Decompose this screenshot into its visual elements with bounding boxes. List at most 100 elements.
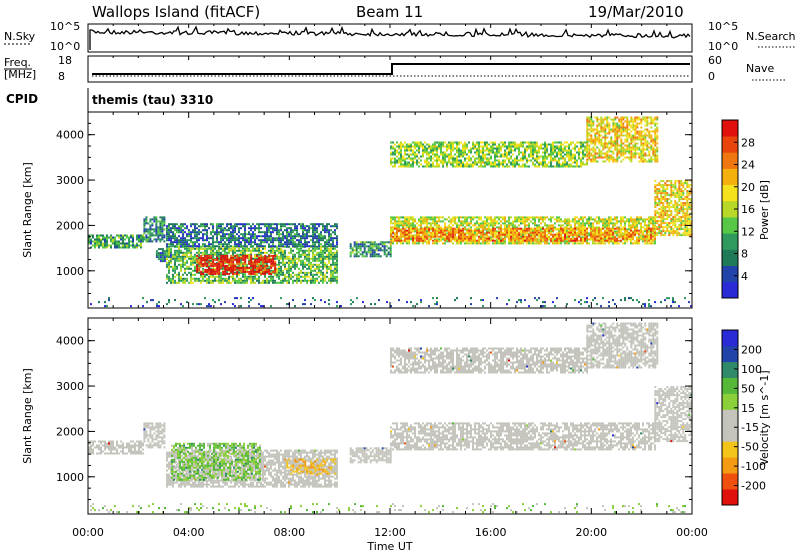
velocity-ytick-3: 1000 (56, 471, 84, 484)
power-cb-tick-1: 24 (741, 159, 755, 172)
power-cb-swatch-3 (722, 233, 738, 250)
power-colorbar-label: Power [dB] (758, 180, 771, 240)
power-cb-tick-4: 12 (741, 225, 755, 238)
velocity-colorbar: 200 100 50 15 -15 -50 -100 -200 (721, 329, 766, 506)
velocity-cb-swatch-4 (722, 425, 738, 442)
power-region-12 (90, 297, 692, 308)
freq-panel: Freq. [MHz] 18 8 60 0 Nave (4, 54, 786, 83)
power-cb-swatch-1 (722, 265, 738, 283)
power-cb-swatch-0 (722, 281, 738, 299)
cpid-label: CPID (6, 92, 38, 106)
power-cb-tick-6: 4 (741, 270, 748, 283)
nsearch-label: N.Search (746, 30, 796, 43)
power-cb-swatch-7 (722, 168, 738, 185)
velocity-cb-tick-5: -50 (741, 441, 759, 454)
power-region-1 (143, 216, 166, 243)
velocity-cb-tick-4: -15 (741, 421, 759, 434)
power-region-4 (196, 254, 277, 275)
velocity-cb-swatch-5 (722, 409, 738, 426)
power-ylabel: Slant Range [km] (21, 162, 34, 258)
power-region-10 (390, 141, 588, 168)
freq-tick-low: 8 (58, 70, 65, 83)
power-cb-tick-0: 28 (741, 136, 755, 149)
velocity-cb-tick-6: -100 (741, 460, 766, 473)
freq-tick-high: 18 (58, 54, 72, 67)
velocity-cb-tick-0: 200 (741, 343, 762, 356)
velocity-ylabel: Slant Range [km] (21, 368, 34, 464)
velocity-region-0 (88, 440, 144, 455)
velocity-ytick-1: 3000 (56, 380, 84, 393)
cpid-value: themis (tau) 3310 (92, 93, 213, 107)
xtick-4: 16:00 (475, 526, 507, 539)
velocity-region-8 (390, 347, 588, 374)
date-label: 19/Mar/2010 (588, 3, 684, 21)
power-region-9 (654, 180, 693, 237)
nsky-panel: N.Sky 10^5 10^0 10^5 10^0 N.Search (4, 20, 796, 53)
nsky-trace (89, 25, 691, 50)
velocity-region-7 (654, 386, 693, 443)
power-yticks: 4000 3000 2000 1000 (56, 122, 692, 294)
velocity-cb-swatch-6 (722, 393, 738, 410)
velocity-cb-tick-2: 50 (741, 382, 755, 395)
freq-unit: [MHz] (4, 68, 36, 81)
velocity-cb-swatch-7 (722, 377, 738, 394)
power-cb-tick-3: 16 (741, 203, 755, 216)
power-cb-swatch-8 (722, 152, 738, 169)
power-region-6 (349, 241, 392, 258)
power-region-0 (88, 234, 144, 249)
power-ytick-1: 3000 (56, 174, 84, 187)
velocity-cb-swatch-8 (722, 361, 738, 378)
xtick-5: 20:00 (575, 526, 607, 539)
power-region-8 (390, 227, 656, 242)
power-cb-swatch-9 (722, 136, 738, 153)
xtick-6: 00:00 (676, 526, 708, 539)
freq-label: Freq. (4, 56, 31, 69)
velocity-colorbar-label: Velocity [m s^-1] (758, 370, 771, 465)
xtick-3: 12:00 (374, 526, 406, 539)
xtick-1: 04:00 (173, 526, 205, 539)
velocity-ytick-0: 4000 (56, 335, 84, 348)
velocity-cb-tick-3: 15 (741, 402, 755, 415)
xtick-0: 00:00 (72, 526, 104, 539)
power-cb-swatch-4 (722, 217, 738, 234)
nsky-label: N.Sky (4, 30, 36, 43)
station-title: Wallops Island (fitACF) (92, 3, 260, 21)
velocity-marks (88, 322, 693, 514)
velocity-region-3 (171, 442, 261, 481)
time-xlabel: Time UT (366, 540, 412, 553)
velocity-region-5 (349, 447, 392, 464)
velocity-cb-swatch-3 (722, 441, 738, 458)
velocity-cb-tick-7: -200 (741, 480, 766, 493)
velocity-region-1 (143, 422, 166, 449)
power-region-5 (166, 223, 338, 248)
power-panel: 4000 3000 2000 1000 Slant Range [km] (21, 111, 693, 309)
velocity-cb-swatch-10 (722, 330, 738, 347)
power-cb-swatch-5 (722, 200, 738, 218)
nsearch-tick-low: 10^0 (708, 40, 738, 53)
nave-tick-high: 60 (708, 54, 722, 67)
power-cb-tick-2: 20 (741, 181, 755, 194)
time-xticks: 00:00 04:00 08:00 12:00 16:00 20:00 00:00 (72, 24, 708, 539)
beam-label: Beam 11 (356, 3, 423, 21)
xtick-2: 08:00 (273, 526, 305, 539)
freq-trace (92, 63, 690, 75)
velocity-region-9 (586, 322, 659, 369)
velocity-cb-swatch-0 (722, 489, 738, 506)
nsearch-tick-high: 10^5 (708, 20, 738, 33)
power-ytick-2: 2000 (56, 219, 84, 232)
power-ytick-0: 4000 (56, 129, 84, 142)
power-region-11 (586, 116, 659, 163)
velocity-region-4 (284, 458, 337, 475)
nsky-tick-low: 10^0 (50, 40, 80, 53)
velocity-cb-tick-1: 100 (741, 363, 762, 376)
velocity-ytick-2: 2000 (56, 425, 84, 438)
velocity-cb-swatch-2 (722, 457, 738, 474)
power-marks (88, 116, 693, 308)
velocity-region-6 (390, 422, 656, 451)
velocity-region-10 (90, 503, 686, 514)
velocity-cb-swatch-1 (722, 473, 738, 490)
power-cb-swatch-2 (722, 249, 738, 266)
nave-tick-low: 0 (708, 70, 715, 83)
